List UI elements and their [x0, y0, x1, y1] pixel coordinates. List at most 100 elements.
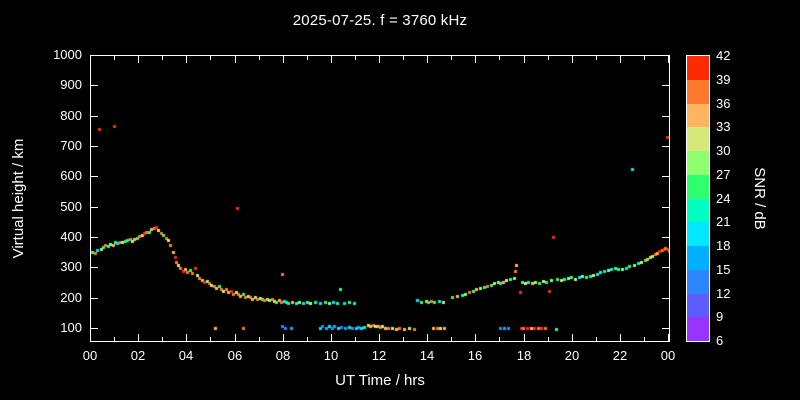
x-major-tick [235, 334, 236, 341]
x-major-tick [427, 56, 428, 63]
colorbar-segment [687, 221, 709, 246]
x-minor-tick [596, 56, 597, 60]
colorbar-tick-label: 18 [716, 238, 731, 253]
y-major-tick [91, 55, 98, 56]
x-minor-tick [307, 337, 308, 341]
colorbar-segment [687, 293, 709, 318]
x-tick-label: 22 [612, 348, 628, 363]
x-major-tick [427, 334, 428, 341]
x-minor-tick [259, 56, 260, 60]
y-tick-label: 600 [60, 168, 82, 183]
y-major-tick [662, 267, 669, 268]
x-major-tick [524, 56, 525, 63]
x-minor-tick [403, 337, 404, 341]
x-major-tick [331, 334, 332, 341]
x-major-tick [235, 56, 236, 63]
y-axis-label: Virtual height / km [10, 138, 27, 259]
x-major-tick [379, 334, 380, 341]
y-major-tick [662, 328, 669, 329]
x-minor-tick [259, 337, 260, 341]
y-tick-label: 900 [60, 77, 82, 92]
y-major-tick [662, 85, 669, 86]
x-tick-label: 04 [178, 348, 194, 363]
x-minor-tick [210, 56, 211, 60]
x-major-tick [90, 334, 91, 341]
x-axis-label: UT Time / hrs [335, 372, 425, 389]
x-major-tick [572, 334, 573, 341]
x-minor-tick [355, 337, 356, 341]
y-major-tick [662, 298, 669, 299]
y-major-tick [662, 237, 669, 238]
colorbar-tick-label: 12 [716, 285, 731, 301]
x-minor-tick [451, 56, 452, 60]
y-tick-label: 1000 [53, 47, 82, 62]
x-minor-tick [499, 56, 500, 60]
x-major-tick [572, 56, 573, 63]
y-major-tick [91, 176, 98, 177]
x-major-tick [138, 56, 139, 63]
x-minor-tick [355, 56, 356, 60]
colorbar-tick-label: 33 [716, 119, 731, 135]
y-major-tick [662, 146, 669, 147]
x-tick-label: 02 [130, 348, 146, 363]
x-major-tick [668, 56, 669, 63]
x-minor-tick [548, 56, 549, 60]
x-major-tick [138, 334, 139, 341]
x-minor-tick [644, 56, 645, 60]
colorbar-tick-label: 9 [716, 309, 724, 325]
colorbar-tick-label: 42 [716, 48, 731, 63]
y-major-tick [91, 267, 98, 268]
x-major-tick [379, 56, 380, 63]
x-minor-tick [210, 337, 211, 341]
colorbar-segment [687, 55, 709, 80]
colorbar-tick-label: 36 [716, 95, 731, 111]
x-tick-label: 14 [419, 348, 435, 363]
y-major-tick [91, 207, 98, 208]
x-major-tick [475, 56, 476, 63]
colorbar-tick-label: 21 [716, 214, 731, 230]
colorbar-tick-label: 15 [716, 261, 731, 277]
colorbar-tick-label: 27 [716, 166, 731, 182]
x-tick-label: 08 [275, 348, 291, 363]
y-major-tick [662, 116, 669, 117]
x-minor-tick [548, 337, 549, 341]
y-major-tick [91, 298, 98, 299]
colorbar-segment [687, 198, 709, 223]
colorbar-segment [687, 316, 709, 341]
x-tick-label: 06 [227, 348, 243, 363]
y-tick-label: 700 [60, 138, 82, 153]
x-minor-tick [596, 337, 597, 341]
x-major-tick [90, 56, 91, 63]
x-major-tick [186, 334, 187, 341]
snr-colorbar [686, 55, 710, 342]
y-tick-label: 400 [60, 229, 82, 244]
x-major-tick [283, 56, 284, 63]
colorbar-tick-label: 6 [716, 333, 724, 348]
x-minor-tick [403, 56, 404, 60]
x-minor-tick [499, 337, 500, 341]
colorbar-tick-label: 30 [716, 143, 731, 158]
colorbar-segment [687, 126, 709, 151]
x-tick-label: 00 [660, 348, 676, 363]
x-minor-tick [162, 56, 163, 60]
chart-title: 2025-07-25. f = 3760 kHz [292, 12, 468, 29]
x-minor-tick [114, 56, 115, 60]
y-major-tick [662, 176, 669, 177]
x-major-tick [668, 334, 669, 341]
scatter-canvas [91, 56, 669, 341]
colorbar-segment [687, 174, 709, 199]
y-tick-label: 500 [60, 199, 82, 214]
y-tick-label: 200 [60, 290, 82, 305]
colorbar-tick-label: 24 [716, 190, 731, 206]
x-tick-label: 10 [323, 348, 339, 363]
x-minor-tick [114, 337, 115, 341]
y-major-tick [91, 237, 98, 238]
x-major-tick [524, 334, 525, 341]
y-major-tick [91, 328, 98, 329]
x-major-tick [620, 56, 621, 63]
x-minor-tick [307, 56, 308, 60]
x-tick-label: 18 [516, 348, 532, 363]
y-tick-label: 100 [60, 320, 82, 335]
colorbar-segment [687, 245, 709, 270]
